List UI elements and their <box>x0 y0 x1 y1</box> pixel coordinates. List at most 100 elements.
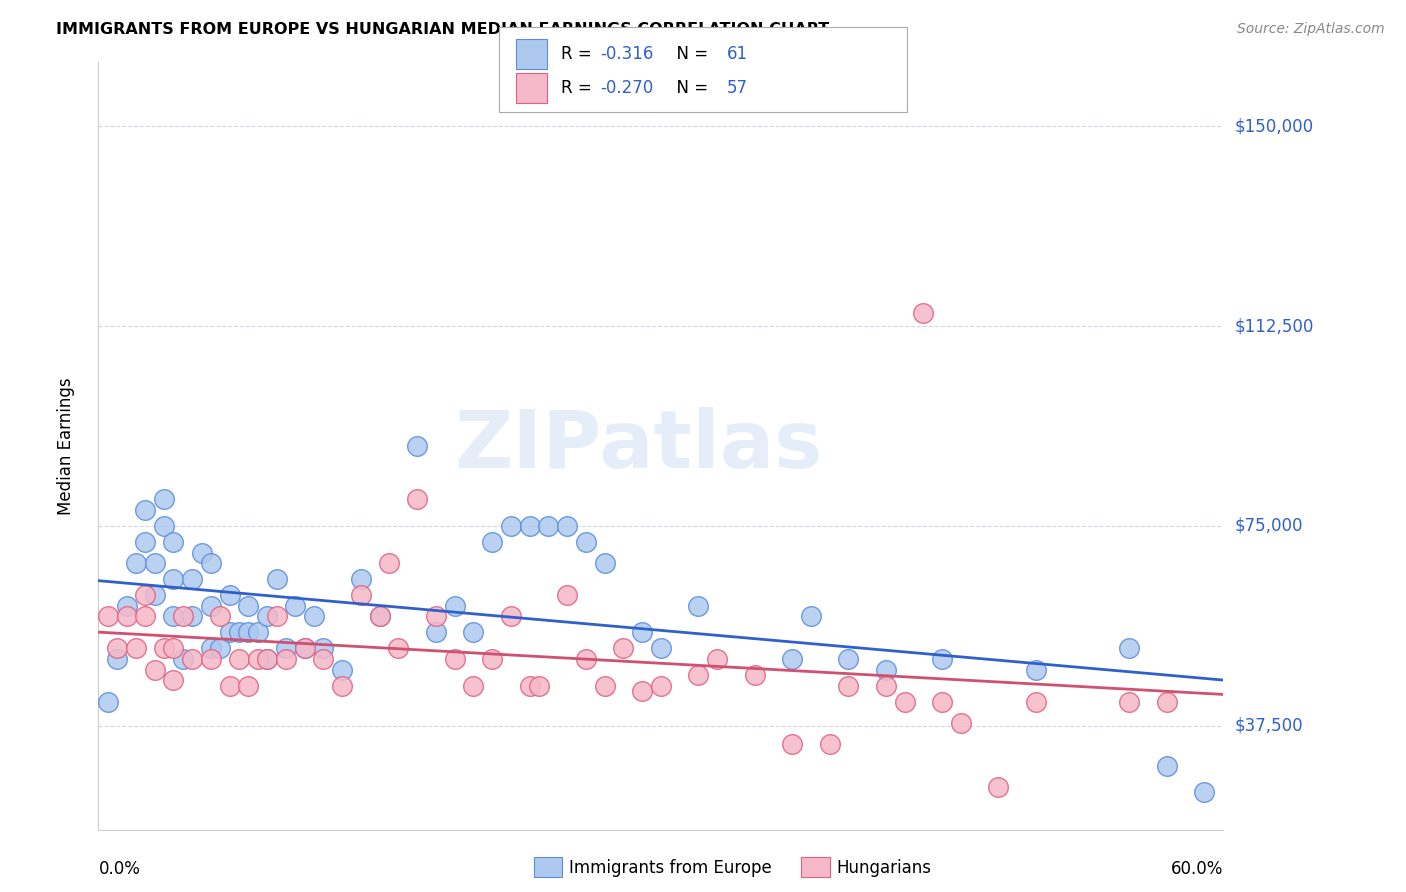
Text: $75,000: $75,000 <box>1234 516 1303 535</box>
Point <box>368 609 391 624</box>
Point <box>97 695 120 709</box>
Text: R =: R = <box>561 45 598 62</box>
Point <box>218 625 240 640</box>
Point <box>312 641 335 656</box>
Point <box>162 534 184 549</box>
Point <box>181 572 204 586</box>
Point <box>931 652 953 666</box>
Point <box>209 641 232 656</box>
Point <box>294 641 316 656</box>
Point <box>125 556 148 570</box>
Point <box>153 641 176 656</box>
Point <box>987 780 1010 794</box>
Point <box>274 652 297 666</box>
Point <box>246 625 269 640</box>
Point <box>537 519 560 533</box>
Point <box>575 652 598 666</box>
Point <box>162 572 184 586</box>
Point <box>463 679 485 693</box>
Point <box>631 625 654 640</box>
Text: N =: N = <box>666 45 714 62</box>
Point <box>519 519 541 533</box>
Point <box>1025 695 1047 709</box>
Point <box>115 609 138 624</box>
Point <box>238 599 260 613</box>
Text: 57: 57 <box>727 78 748 96</box>
Point <box>387 641 409 656</box>
Point <box>425 609 447 624</box>
Point <box>181 652 204 666</box>
Point <box>200 556 222 570</box>
Point <box>575 534 598 549</box>
Point <box>481 652 503 666</box>
Point <box>463 625 485 640</box>
Point <box>527 679 550 693</box>
Point <box>406 492 429 507</box>
Point <box>181 609 204 624</box>
Point <box>228 652 250 666</box>
Point <box>780 652 803 666</box>
Point <box>294 641 316 656</box>
Text: Source: ZipAtlas.com: Source: ZipAtlas.com <box>1237 22 1385 37</box>
Point <box>153 492 176 507</box>
Point <box>650 641 672 656</box>
Point <box>875 679 897 693</box>
Y-axis label: Median Earnings: Median Earnings <box>56 377 75 515</box>
Text: -0.270: -0.270 <box>600 78 654 96</box>
Text: $37,500: $37,500 <box>1234 716 1303 735</box>
Point <box>143 556 166 570</box>
Point <box>105 652 128 666</box>
Point <box>949 716 972 731</box>
Point <box>931 695 953 709</box>
Point <box>172 609 194 624</box>
Text: Immigrants from Europe: Immigrants from Europe <box>569 859 772 877</box>
Point <box>200 599 222 613</box>
Point <box>631 684 654 698</box>
Point <box>200 641 222 656</box>
Point <box>256 609 278 624</box>
Point <box>593 556 616 570</box>
Point <box>143 588 166 602</box>
Text: IMMIGRANTS FROM EUROPE VS HUNGARIAN MEDIAN EARNINGS CORRELATION CHART: IMMIGRANTS FROM EUROPE VS HUNGARIAN MEDI… <box>56 22 830 37</box>
Point <box>555 519 578 533</box>
Text: ZIPatlas: ZIPatlas <box>454 407 823 485</box>
Point <box>688 599 710 613</box>
Text: R =: R = <box>561 78 598 96</box>
Point <box>162 609 184 624</box>
Point <box>893 695 915 709</box>
Point <box>499 519 522 533</box>
Text: N =: N = <box>666 78 714 96</box>
Point <box>134 534 156 549</box>
Point <box>125 641 148 656</box>
Point <box>368 609 391 624</box>
Point <box>134 609 156 624</box>
Point <box>256 652 278 666</box>
Point <box>134 588 156 602</box>
Point <box>912 306 935 320</box>
Point <box>266 609 288 624</box>
Point <box>481 534 503 549</box>
Text: -0.316: -0.316 <box>600 45 654 62</box>
Point <box>238 625 260 640</box>
Point <box>162 673 184 688</box>
Point <box>238 679 260 693</box>
Point <box>443 652 465 666</box>
Point <box>218 588 240 602</box>
Point <box>115 599 138 613</box>
Point <box>519 679 541 693</box>
Point <box>1118 695 1140 709</box>
Point <box>209 609 232 624</box>
Point <box>837 679 859 693</box>
Point <box>200 652 222 666</box>
Point <box>330 663 353 677</box>
Point <box>302 609 325 624</box>
Point <box>274 641 297 656</box>
Point <box>499 609 522 624</box>
Point <box>1025 663 1047 677</box>
Point <box>228 625 250 640</box>
Point <box>350 588 373 602</box>
Point <box>378 556 401 570</box>
Point <box>744 668 766 682</box>
Point <box>780 737 803 751</box>
Text: Hungarians: Hungarians <box>837 859 932 877</box>
